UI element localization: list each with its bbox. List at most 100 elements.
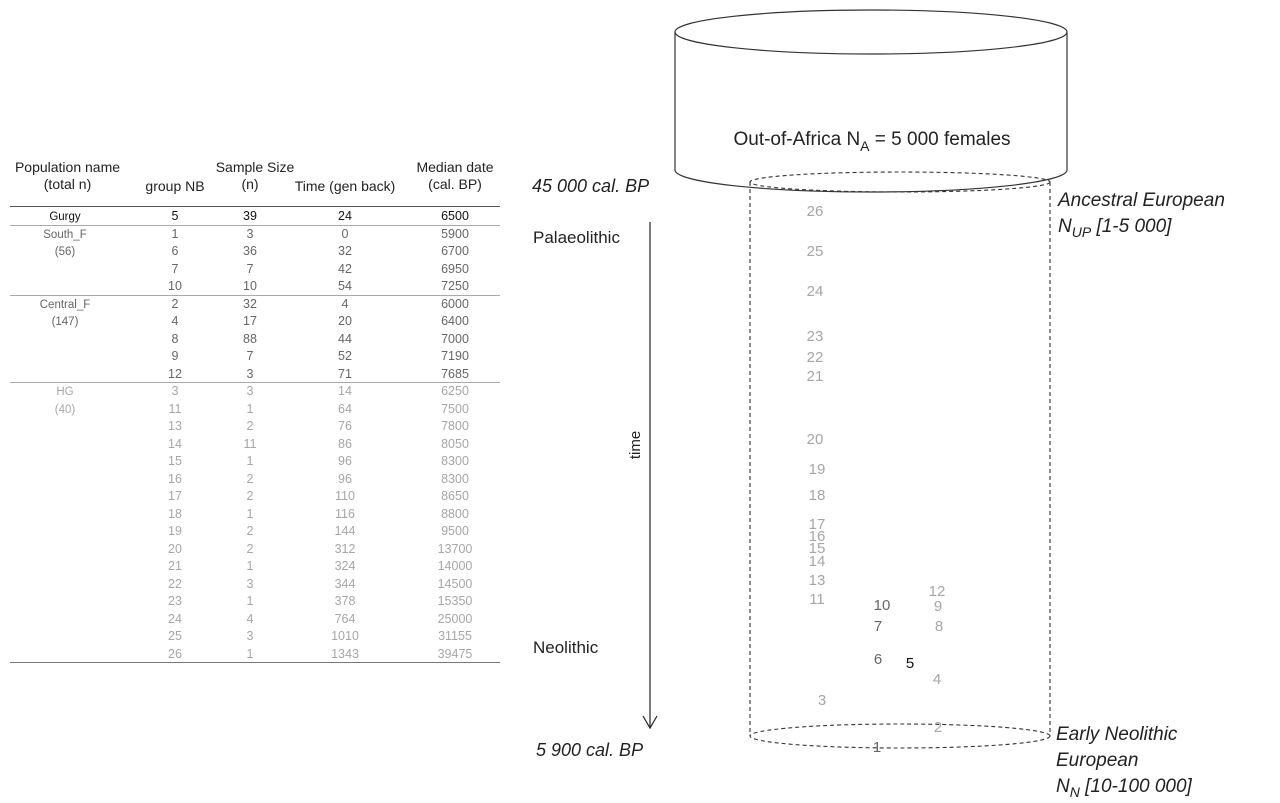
cell-time: 86	[338, 436, 352, 451]
cell-time: 64	[338, 401, 352, 416]
cell-time: 42	[338, 261, 352, 276]
cell-group: 22	[168, 576, 182, 591]
group-marker-6: 6	[874, 651, 882, 668]
cell-group: 10	[168, 279, 182, 293]
european-top-ellipse	[749, 171, 1051, 193]
cell-date: 6950	[441, 261, 469, 276]
cell-time: 76	[338, 419, 352, 433]
table-rule	[10, 206, 500, 207]
group-marker-25: 25	[807, 243, 824, 260]
cell-n: 32	[243, 296, 257, 311]
cell-date: 7685	[441, 366, 469, 381]
group-marker-20: 20	[807, 431, 824, 448]
cell-group: 12	[168, 366, 182, 381]
period-neolithic-label: Neolithic	[533, 638, 599, 657]
group-marker-7: 7	[874, 618, 882, 635]
cell-n: 2	[246, 489, 254, 503]
cell-n: 1	[246, 454, 254, 468]
cell-n: 10	[243, 279, 257, 293]
table-rule	[10, 382, 500, 383]
header-median-date: Median date	[416, 159, 494, 175]
group-marker-26: 26	[807, 203, 824, 220]
cell-date: 14500	[437, 576, 473, 591]
cell-group: 13	[168, 419, 182, 433]
cell-group: 24	[168, 611, 182, 626]
out-of-africa-label: Out-of-Africa NA = 5 000 females	[733, 129, 1010, 154]
group-marker-24: 24	[807, 283, 824, 300]
out-of-africa-cylinder	[674, 9, 1068, 193]
header-n: (n)	[241, 176, 259, 192]
group-marker-4: 4	[933, 671, 941, 688]
cell-n: 2	[246, 541, 254, 556]
group-marker-12: 12	[929, 583, 946, 600]
cell-date: 39475	[437, 646, 473, 661]
group-marker-8: 8	[935, 618, 943, 635]
cell-time: 54	[338, 279, 352, 293]
date-top-label: 45 000 cal. BP	[532, 176, 649, 196]
out-of-africa-top-ellipse	[674, 9, 1068, 55]
cell-date: 14000	[437, 559, 473, 573]
group-marker-5: 5	[906, 655, 914, 672]
cell-group: 18	[168, 506, 182, 521]
cell-date: 6700	[441, 244, 469, 258]
cell-time: 52	[338, 349, 352, 363]
table-rule	[10, 662, 500, 663]
group-marker-22: 22	[807, 349, 824, 366]
cell-group: 1	[171, 226, 179, 241]
group-marker-21: 21	[807, 368, 824, 385]
group-marker-11: 11	[809, 591, 825, 608]
cell-date: 7000	[441, 331, 469, 346]
cell-date: 8300	[441, 454, 469, 468]
cell-time: 14	[338, 384, 352, 398]
header-sample-size: Sample Size	[215, 159, 295, 175]
early-neolithic-label-line1: Early Neolithic	[1056, 724, 1178, 745]
group-marker-16: 16	[809, 528, 826, 545]
cell-date: 7500	[441, 401, 469, 416]
population-name: HG	[56, 386, 74, 398]
cell-time: 24	[338, 209, 352, 223]
group-marker-10: 10	[874, 597, 891, 614]
header-group-nb: group NB	[145, 178, 205, 194]
cell-time: 110	[335, 489, 355, 503]
cell-group: 9	[171, 349, 179, 363]
cell-time: 71	[338, 366, 352, 381]
cell-time: 324	[334, 559, 356, 573]
cell-n: 3	[246, 366, 254, 381]
cell-n: 3	[246, 629, 254, 643]
group-marker-9: 9	[934, 598, 942, 615]
cell-n: 1	[246, 401, 254, 416]
out-of-africa-bottom-curve	[674, 169, 1068, 193]
population-name: Gurgy	[49, 211, 81, 223]
cell-n: 11	[243, 436, 257, 451]
group-marker-13: 13	[809, 572, 826, 589]
cell-n: 1	[246, 559, 254, 573]
cell-group: 17	[168, 489, 182, 503]
cell-date: 31155	[438, 629, 472, 643]
cell-group: 6	[171, 244, 179, 258]
cell-date: 13700	[437, 541, 473, 556]
cell-group: 19	[168, 524, 182, 538]
group-marker-17: 17	[809, 516, 826, 533]
cell-n: 2	[246, 419, 254, 433]
header-population-name: Population name	[14, 159, 121, 175]
cell-time: 96	[338, 454, 352, 468]
group-marker-18: 18	[809, 487, 826, 504]
cell-group: 16	[168, 471, 182, 486]
population-name: South_F	[43, 228, 87, 241]
group-marker-23: 23	[807, 328, 824, 345]
cell-group: 25	[168, 629, 182, 643]
cell-n: 39	[243, 209, 257, 223]
population-name: Central_F	[39, 298, 91, 311]
cell-group: 20	[168, 541, 182, 556]
cell-time: 4	[341, 296, 349, 311]
cell-group: 8	[171, 331, 179, 346]
cell-time: 1010	[331, 629, 359, 643]
cell-time: 1343	[331, 646, 359, 661]
table-rule	[10, 224, 500, 226]
group-marker-1: 1	[873, 739, 881, 756]
cell-time: 44	[338, 331, 352, 346]
cell-n: 36	[243, 244, 257, 258]
cell-time: 378	[334, 594, 356, 608]
cell-date: 6250	[441, 384, 469, 398]
cell-group: 2	[171, 296, 179, 311]
